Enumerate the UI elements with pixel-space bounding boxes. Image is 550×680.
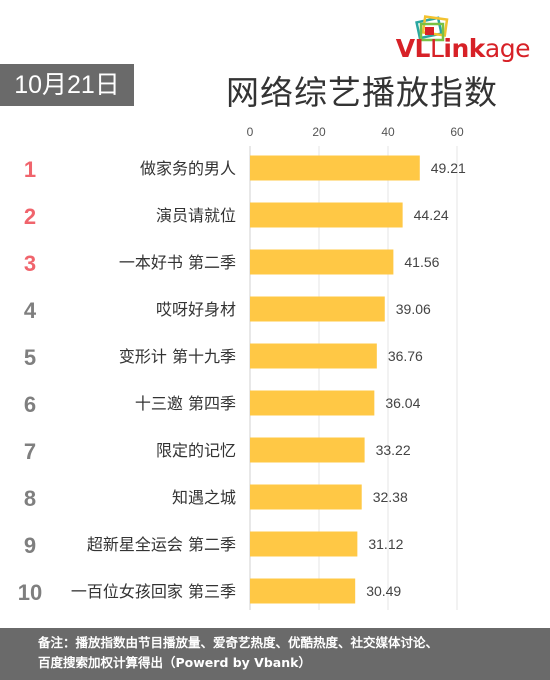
x-tick-label: 60 [450, 125, 464, 139]
data-label: 36.76 [388, 348, 423, 364]
data-label: 33.22 [376, 442, 411, 458]
category-label: 演员请就位 [156, 206, 236, 225]
bar [250, 155, 420, 181]
chart-title: 网络综艺播放指数 [226, 73, 498, 112]
category-label: 做家务的男人 [140, 159, 236, 178]
category-label: 一百位女孩回家 第三季 [71, 582, 236, 601]
bar [250, 437, 365, 463]
footer-line-1: 备注：播放指数由节目播放量、爱奇艺热度、优酷热度、社交媒体讨论、 [38, 635, 439, 650]
bar [250, 249, 394, 275]
category-label: 变形计 第十九季 [119, 347, 236, 366]
bar [250, 578, 356, 604]
bar [250, 531, 358, 557]
bar [250, 390, 375, 416]
rank-number: 2 [24, 204, 36, 229]
data-label: 36.04 [385, 395, 420, 411]
rank-number: 7 [24, 439, 36, 464]
footer-note: 备注：播放指数由节目播放量、爱奇艺热度、优酷热度、社交媒体讨论、 百度搜索加权计… [0, 628, 550, 680]
data-label: 31.12 [368, 536, 403, 552]
data-label: 32.38 [373, 489, 408, 505]
rank-number: 5 [24, 345, 36, 370]
footer-line-2: 百度搜索加权计算得出（Powerd by Vbank） [38, 655, 311, 670]
x-tick-label: 20 [312, 125, 326, 139]
rank-number: 1 [24, 157, 36, 182]
rank-number: 4 [24, 298, 37, 323]
x-tick-label: 40 [381, 125, 395, 139]
category-label: 超新星全运会 第二季 [87, 535, 236, 554]
data-label: 49.21 [431, 160, 466, 176]
category-label: 十三邀 第四季 [135, 394, 236, 413]
rank-number: 9 [24, 533, 36, 558]
logo-wordmark: VLLinkage [395, 34, 531, 63]
x-tick-label: 0 [247, 125, 254, 139]
bar [250, 202, 403, 228]
bar-chart: 0 20 40 60 49.21 做家务的男人 1 44.24 演员请就位 2 41.56 一本好书 … [18, 125, 466, 610]
data-label: 44.24 [414, 207, 449, 223]
data-label: 30.49 [366, 583, 401, 599]
vlinkage-logo: VLLinkage [380, 14, 531, 63]
bar [250, 484, 362, 510]
category-label: 知遇之城 [172, 488, 236, 507]
rank-number: 6 [24, 392, 36, 417]
data-label: 39.06 [396, 301, 431, 317]
data-label: 41.56 [404, 254, 439, 270]
bar [250, 296, 385, 322]
category-label: 一本好书 第二季 [119, 253, 236, 272]
category-label: 限定的记忆 [156, 441, 236, 460]
logo-frames-icon [415, 15, 449, 42]
rank-number: 3 [24, 251, 36, 276]
rank-number: 8 [24, 486, 36, 511]
rank-number: 10 [18, 580, 42, 605]
date-badge: 10月21日 [0, 64, 134, 106]
category-label: 哎呀好身材 [156, 300, 236, 319]
bar [250, 343, 377, 369]
